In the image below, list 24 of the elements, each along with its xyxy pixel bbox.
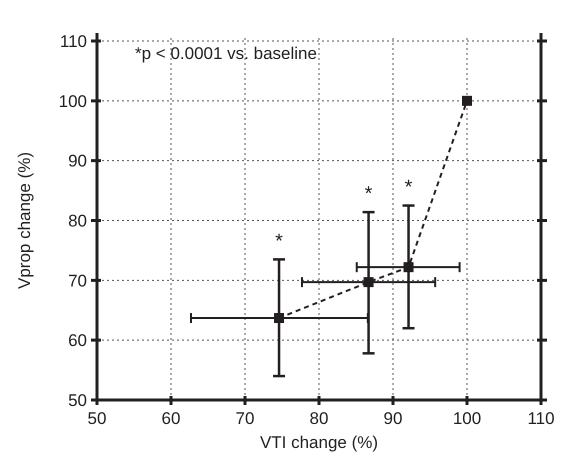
y-tick-label: 70 <box>68 271 87 290</box>
x-tick-label: 60 <box>162 409 180 428</box>
annotation: *p < 0.0001 vs. baseline <box>135 44 317 63</box>
y-tick-label: 80 <box>68 212 87 230</box>
y-tick-label: 110 <box>60 32 87 51</box>
y-tick-label: 60 <box>68 331 87 350</box>
x-tick-label: 100 <box>452 409 482 428</box>
point <box>462 96 472 106</box>
y-tick-label: 100 <box>58 92 87 111</box>
x-tick-label: 50 <box>88 409 106 428</box>
point <box>404 262 414 272</box>
point <box>274 313 284 324</box>
point <box>364 277 374 288</box>
y-tick-label: 90 <box>68 152 87 171</box>
x-tick-label: 110 <box>527 409 555 428</box>
annotation: * <box>275 230 284 252</box>
annotation: * <box>364 183 373 206</box>
x-tick-label: 80 <box>310 409 328 428</box>
y-axis-title: Vprop change (%) <box>15 152 34 290</box>
y-tick-label: 50 <box>68 391 87 410</box>
x-tick-label: 70 <box>236 409 254 428</box>
x-tick-label: 90 <box>384 409 402 428</box>
annotation: * <box>404 176 413 199</box>
x-axis-title: VTI change (%) <box>260 433 378 452</box>
